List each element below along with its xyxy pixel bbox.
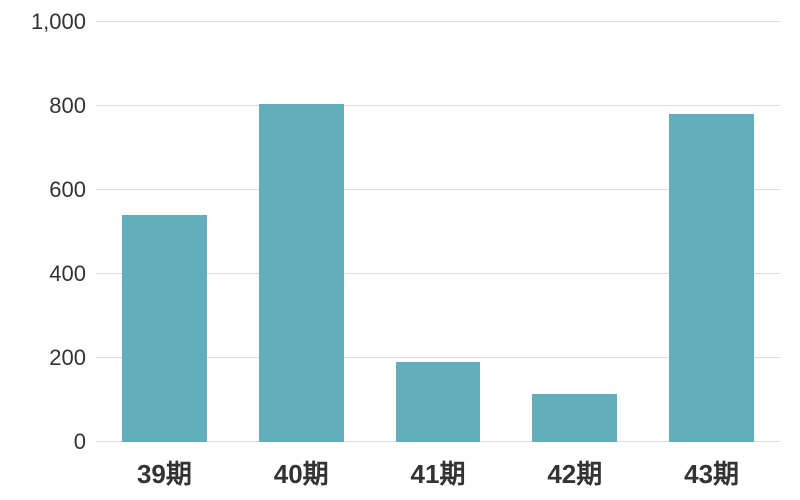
bar (122, 215, 207, 442)
y-tick-label: 400 (49, 261, 86, 287)
bar (396, 362, 481, 442)
bar (532, 394, 617, 442)
bar (669, 114, 754, 442)
bar-slot (643, 22, 780, 442)
bar-slot (233, 22, 370, 442)
x-category-label: 43期 (643, 442, 780, 500)
bar-chart: 0 200 400 600 800 1,000 39期40期41期42期43期 (0, 0, 800, 500)
y-tick-label: 600 (49, 177, 86, 203)
x-category-label: 41期 (370, 442, 507, 500)
bar-slot (506, 22, 643, 442)
x-axis: 39期40期41期42期43期 (96, 442, 780, 500)
y-tick-label: 1,000 (31, 9, 86, 35)
y-tick-label: 0 (74, 429, 86, 455)
x-category-label: 42期 (506, 442, 643, 500)
y-axis: 0 200 400 600 800 1,000 (0, 0, 96, 500)
bars-container (96, 22, 780, 442)
y-tick-label: 200 (49, 345, 86, 371)
y-tick-label: 800 (49, 93, 86, 119)
bar-slot (96, 22, 233, 442)
x-category-label: 39期 (96, 442, 233, 500)
x-category-label: 40期 (233, 442, 370, 500)
bar-slot (370, 22, 507, 442)
bar (259, 104, 344, 442)
plot-area (96, 22, 780, 442)
